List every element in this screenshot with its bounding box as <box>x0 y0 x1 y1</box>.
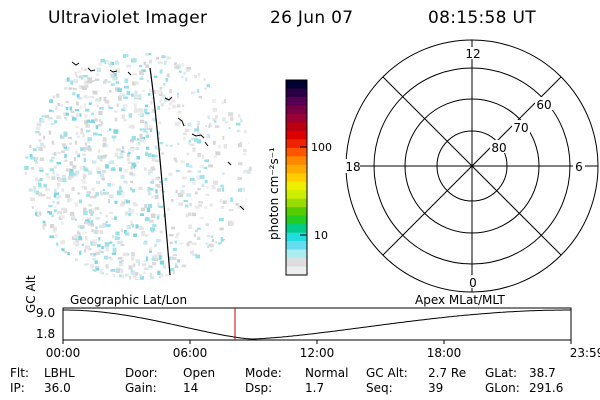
info-key: Door: <box>125 366 158 380</box>
lat-label-60: 60 <box>536 98 551 112</box>
mlt-label-18: 18 <box>345 160 360 174</box>
colorbar-swatch <box>286 241 307 251</box>
info-value: 291.6 <box>529 381 564 395</box>
info-key: Dsp: <box>245 381 273 395</box>
colorbar-swatch <box>286 96 307 107</box>
terminator-line <box>149 67 171 276</box>
info-value: 14 <box>183 381 199 395</box>
colorbar-unit-label: photon cm⁻²s⁻¹ <box>267 147 281 240</box>
colorbar-swatch <box>286 207 307 217</box>
timeline-xtick: 00:00 <box>46 346 81 360</box>
colorbar-swatch <box>286 113 307 123</box>
colorbar-swatch <box>286 173 307 183</box>
info-key: GLat: <box>485 366 518 380</box>
colorbar-swatch <box>286 190 307 200</box>
info-value: Open <box>183 366 216 380</box>
colorbar-swatch <box>286 147 307 157</box>
info-value: LBHL <box>44 366 75 380</box>
colorbar-swatch <box>286 88 307 98</box>
timeline-axis-label: GC Alt <box>24 275 38 313</box>
colorbar-swatch <box>286 215 307 225</box>
lat-label-80: 80 <box>491 141 506 155</box>
colorbar-swatch <box>286 266 307 276</box>
lat-label-70: 70 <box>513 121 528 135</box>
mlt-label-6: 6 <box>575 160 583 174</box>
time-label: 08:15:58 UT <box>428 8 536 28</box>
info-value: 36.0 <box>44 381 71 395</box>
date-label: 26 Jun 07 <box>270 8 354 28</box>
info-value: 1.7 <box>305 381 325 395</box>
info-key: Seq: <box>366 381 393 395</box>
colorbar-swatch <box>286 232 307 242</box>
colorbar-swatch <box>286 156 307 166</box>
timeline-xtick: 23:59 <box>570 346 600 360</box>
colorbar-swatch <box>286 139 307 149</box>
info-value: 2.7 Re <box>428 366 467 380</box>
info-value: 39 <box>428 381 444 395</box>
colorbar: 100 10 photon cm⁻²s⁻¹ <box>267 79 332 276</box>
timeline-ymin: 1.8 <box>36 327 55 341</box>
mlt-label-12: 12 <box>465 47 480 61</box>
info-key: GLon: <box>485 381 520 395</box>
timeline-left-label: Geographic Lat/Lon <box>70 293 187 307</box>
info-value: Normal <box>305 366 349 380</box>
colorbar-swatch <box>286 181 307 191</box>
info-key: Gain: <box>125 381 157 395</box>
colorbar-swatch <box>286 198 307 208</box>
colorbar-swatch <box>286 164 307 174</box>
colorbar-swatch <box>286 105 307 115</box>
info-key: IP: <box>10 381 25 395</box>
colorbar-swatch <box>286 80 307 90</box>
colorbar-swatch <box>286 249 307 259</box>
colorbar-swatch <box>286 130 307 140</box>
instrument-title: Ultraviolet Imager <box>48 8 208 28</box>
orbit-timeline: Geographic Lat/Lon Apex MLat/MLT GC Alt … <box>24 275 600 360</box>
colorbar-swatch <box>286 122 307 132</box>
colorbar-tick-10: 10 <box>314 229 328 242</box>
info-value: 38.7 <box>529 366 556 380</box>
colorbar-swatch <box>286 224 307 234</box>
info-key: Flt: <box>10 366 29 380</box>
coastline <box>71 61 245 211</box>
info-key: GC Alt: <box>366 366 408 380</box>
timeline-xtick: 12:00 <box>300 346 335 360</box>
timeline-xtick: 06:00 <box>173 346 208 360</box>
colorbar-tick-100: 100 <box>311 141 332 154</box>
uv-image-disk <box>24 53 252 280</box>
timeline-xtick: 18:00 <box>427 346 462 360</box>
info-key: Mode: <box>245 366 282 380</box>
timeline-right-label: Apex MLat/MLT <box>415 293 505 307</box>
polar-grid <box>345 39 599 293</box>
timeline-ymax: 9.0 <box>36 306 55 320</box>
mlt-label-0: 0 <box>469 276 477 290</box>
colorbar-swatch <box>286 258 307 268</box>
